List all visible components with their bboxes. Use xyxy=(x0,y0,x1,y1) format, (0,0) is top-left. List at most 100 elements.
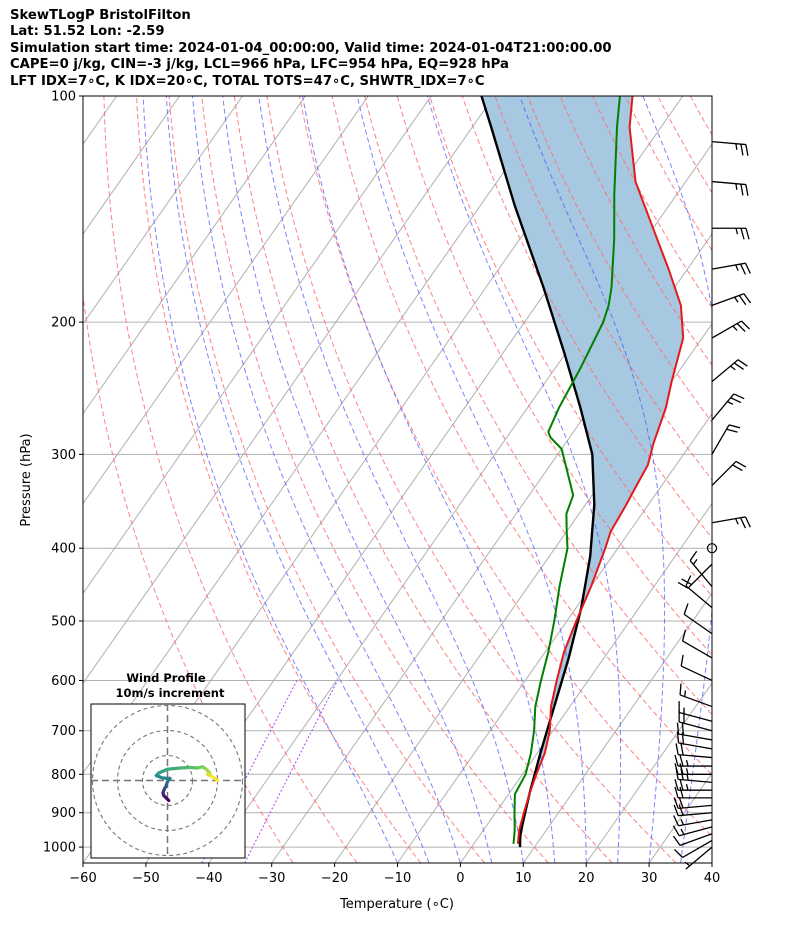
wind-barb-shaft xyxy=(685,846,713,870)
wind-barb-shaft xyxy=(679,694,713,708)
wind-barb-full-flag xyxy=(679,763,684,775)
y-tick-label-300: 300 xyxy=(51,448,76,463)
wind-barb-full-flag xyxy=(679,786,684,799)
title-station: SkewTLogP BristolFilton xyxy=(10,8,191,23)
wind-barb-full-flag xyxy=(745,144,749,156)
dry-adiabat-80 xyxy=(429,96,712,597)
y-tick-label-200: 200 xyxy=(51,316,76,331)
wind-barb-half-flag xyxy=(732,325,738,331)
cape-fill-polygon xyxy=(481,96,684,848)
moist-adiabat-30 xyxy=(519,96,666,863)
wind-barb-calm-circle xyxy=(706,543,718,554)
wind-barb-full-flag xyxy=(726,428,738,433)
x-tick-label--60: −60 xyxy=(69,871,96,886)
wind-barb-half-flag xyxy=(735,264,739,271)
isotherm--90 xyxy=(83,96,432,595)
wind-barb-full-flag xyxy=(739,263,747,275)
wind-barb-full-flag xyxy=(681,578,692,586)
wind-barb-full-flag xyxy=(745,184,749,196)
isotherm--40 xyxy=(208,143,712,863)
dry-adiabat-120 xyxy=(559,96,712,366)
y-tick-label-900: 900 xyxy=(51,806,76,821)
wind-barb-full-flag xyxy=(744,262,751,274)
wind-barb-full-flag xyxy=(740,228,745,240)
wind-barb-shaft xyxy=(680,665,713,682)
wind-barb-shaft xyxy=(711,393,735,421)
wind-barb-shaft xyxy=(678,778,713,783)
wind-barb-shaft xyxy=(711,262,746,270)
wind-barb-400 xyxy=(706,543,718,554)
dry-adiabat-0 xyxy=(168,96,485,863)
x-tick-label--40: −40 xyxy=(195,871,222,886)
wind-barb-480 xyxy=(685,575,713,609)
x-tick-label-0: 0 xyxy=(456,871,464,886)
wind-barb-shaft xyxy=(678,733,713,741)
wind-barb-860 xyxy=(674,786,712,799)
x-tick-label-40: 40 xyxy=(704,871,721,886)
y-tick-label-600: 600 xyxy=(51,674,76,689)
wind-barb-half-flag xyxy=(685,784,689,791)
y-tick-label-1000: 1000 xyxy=(43,841,76,856)
wind-barb-full-flag xyxy=(738,295,747,306)
wind-barb-780 xyxy=(674,754,712,767)
wind-barb-full-flag xyxy=(676,731,680,744)
wind-barb-full-flag xyxy=(735,460,747,468)
wind-barb-680 xyxy=(678,701,713,722)
wind-barb-shaft xyxy=(678,819,713,827)
dry-adiabat-40 xyxy=(298,96,712,837)
moist-adiabat--5 xyxy=(165,96,430,863)
wind-barb-650 xyxy=(679,683,713,708)
isotherm-10 xyxy=(522,592,712,863)
x-tick-label-20: 20 xyxy=(578,871,595,886)
wind-barb-full-flag xyxy=(680,654,684,667)
moist-adiabat-0 xyxy=(192,96,461,863)
wind-barb-shaft xyxy=(711,424,730,455)
wind-barb-960 xyxy=(672,833,713,847)
wind-barb-full-flag xyxy=(674,786,679,799)
x-tick-label--10: −10 xyxy=(384,871,411,886)
y-tick-label-800: 800 xyxy=(51,768,76,783)
y-tick-label-100: 100 xyxy=(51,90,76,105)
isotherm--10 xyxy=(397,412,712,863)
hodograph-title: Wind Profile xyxy=(126,671,206,685)
wind-barb-full-flag xyxy=(679,683,682,695)
title-times: Simulation start time: 2024-01-04_00:00:… xyxy=(10,40,612,56)
wind-barb-shaft xyxy=(678,826,713,837)
wind-barb-720 xyxy=(676,722,713,741)
wind-barb-full-flag xyxy=(733,393,745,400)
wind-barb-840 xyxy=(674,779,712,791)
wind-barb-full-flag xyxy=(689,550,698,561)
dry-adiabat-30 xyxy=(266,96,677,863)
wind-barb-full-flag xyxy=(745,228,750,240)
wind-barb-520 xyxy=(683,603,713,635)
x-axis-label: Temperature (∘C) xyxy=(339,897,454,912)
y-tick-label-400: 400 xyxy=(51,542,76,557)
x-tick-label-30: 30 xyxy=(641,871,658,886)
wind-barbs xyxy=(672,140,752,870)
moist-adiabat-15 xyxy=(302,96,556,863)
wind-barb-full-flag xyxy=(740,183,744,196)
dry-adiabat-190 xyxy=(788,96,794,863)
hodograph-inset: Wind Profile 10m/s increment xyxy=(90,671,246,859)
wind-barb-full-flag xyxy=(674,763,679,775)
wind-barb-450 xyxy=(689,550,713,588)
y-tick-label-500: 500 xyxy=(51,614,76,629)
isotherm--80 xyxy=(83,96,495,685)
hodograph-subtitle: 10m/s increment xyxy=(116,686,225,700)
wind-barb-full-flag xyxy=(672,835,681,846)
wind-barb-half-flag xyxy=(684,690,687,697)
wind-barb-full-flag xyxy=(673,804,679,816)
wind-barb-full-flag xyxy=(733,362,744,370)
wind-barb-full-flag xyxy=(681,723,685,735)
wind-barb-full-flag xyxy=(673,797,679,809)
wind-barb-shaft xyxy=(678,742,713,750)
wind-barb-full-flag xyxy=(744,516,751,528)
wind-barb-shaft xyxy=(685,585,713,609)
wind-barb-shaft xyxy=(683,613,713,635)
isotherm-0 xyxy=(459,502,712,863)
isotherm--110 xyxy=(83,96,306,415)
sounding-profiles xyxy=(480,96,685,848)
moist-adiabat-5 xyxy=(222,96,493,863)
wind-barb-full-flag xyxy=(737,359,748,367)
